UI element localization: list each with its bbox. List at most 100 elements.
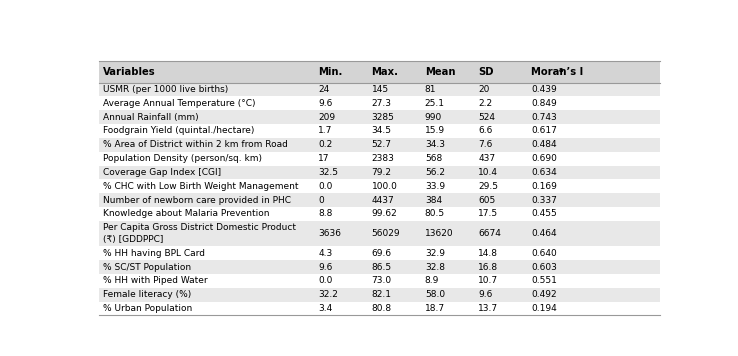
Text: % SC/ST Population: % SC/ST Population xyxy=(103,263,190,272)
Text: 17: 17 xyxy=(318,154,330,163)
Text: 2.2: 2.2 xyxy=(478,99,492,108)
Text: 8.9: 8.9 xyxy=(425,276,439,286)
Text: 24: 24 xyxy=(318,85,330,94)
Text: Foodgrain Yield (quintal./hectare): Foodgrain Yield (quintal./hectare) xyxy=(103,126,254,136)
Text: 0.0: 0.0 xyxy=(318,276,333,286)
Text: Coverage Gap Index [CGI]: Coverage Gap Index [CGI] xyxy=(103,168,221,177)
Text: Knowledge about Malaria Prevention: Knowledge about Malaria Prevention xyxy=(103,209,269,219)
Text: 69.6: 69.6 xyxy=(372,249,392,258)
Text: 34.5: 34.5 xyxy=(372,126,392,136)
Text: 32.2: 32.2 xyxy=(318,290,338,299)
Text: 4437: 4437 xyxy=(372,195,394,205)
Text: Variables: Variables xyxy=(103,67,155,77)
Text: 32.9: 32.9 xyxy=(425,249,445,258)
Text: 0.640: 0.640 xyxy=(531,249,557,258)
Text: 33.9: 33.9 xyxy=(425,182,445,191)
Bar xyxy=(99,207,660,221)
Text: 0.464: 0.464 xyxy=(531,229,557,238)
Text: 18.7: 18.7 xyxy=(425,304,445,313)
Text: 14.8: 14.8 xyxy=(478,249,498,258)
Bar xyxy=(99,193,660,207)
Text: 25.1: 25.1 xyxy=(425,99,445,108)
Text: 0.634: 0.634 xyxy=(531,168,557,177)
Text: 6.6: 6.6 xyxy=(478,126,492,136)
Text: Max.: Max. xyxy=(372,67,399,77)
Text: 0.169: 0.169 xyxy=(531,182,557,191)
Bar xyxy=(99,274,660,288)
Text: 10.7: 10.7 xyxy=(478,276,498,286)
Text: 524: 524 xyxy=(478,113,495,122)
Text: 568: 568 xyxy=(425,154,442,163)
Bar xyxy=(99,302,660,315)
Text: 7.6: 7.6 xyxy=(478,140,492,149)
Text: 20: 20 xyxy=(478,85,489,94)
Text: 52.7: 52.7 xyxy=(372,140,392,149)
Text: Per Capita Gross District Domestic Product: Per Capita Gross District Domestic Produ… xyxy=(103,223,295,232)
Text: 9.6: 9.6 xyxy=(318,263,333,272)
Text: 6674: 6674 xyxy=(478,229,501,238)
Text: 0.690: 0.690 xyxy=(531,154,557,163)
Bar xyxy=(99,288,660,302)
Text: 17.5: 17.5 xyxy=(478,209,498,219)
Text: Average Annual Temperature (°C): Average Annual Temperature (°C) xyxy=(103,99,255,108)
Text: 79.2: 79.2 xyxy=(372,168,392,177)
Text: 86.5: 86.5 xyxy=(372,263,392,272)
Bar xyxy=(99,96,660,110)
Text: Mean: Mean xyxy=(425,67,455,77)
Text: 0.337: 0.337 xyxy=(531,195,557,205)
Text: 437: 437 xyxy=(478,154,495,163)
Text: (₹) [GDDPPC]: (₹) [GDDPPC] xyxy=(103,235,163,245)
Bar xyxy=(99,246,660,260)
Text: 0.0: 0.0 xyxy=(318,182,333,191)
Text: 0.194: 0.194 xyxy=(531,304,557,313)
Text: % HH with Piped Water: % HH with Piped Water xyxy=(103,276,207,286)
Bar xyxy=(99,221,660,246)
Text: 0.849: 0.849 xyxy=(531,99,557,108)
Text: 73.0: 73.0 xyxy=(372,276,392,286)
Text: 384: 384 xyxy=(425,195,442,205)
Text: 0.603: 0.603 xyxy=(531,263,557,272)
Text: 990: 990 xyxy=(425,113,442,122)
Text: 0: 0 xyxy=(318,195,324,205)
Text: 100.0: 100.0 xyxy=(372,182,398,191)
Text: 34.3: 34.3 xyxy=(425,140,445,149)
Text: SD: SD xyxy=(478,67,494,77)
Text: 56029: 56029 xyxy=(372,229,400,238)
Text: 0.743: 0.743 xyxy=(531,113,557,122)
Text: 13.7: 13.7 xyxy=(478,304,498,313)
Text: Number of newborn care provided in PHC: Number of newborn care provided in PHC xyxy=(103,195,291,205)
Text: 0.2: 0.2 xyxy=(318,140,333,149)
Bar xyxy=(99,138,660,152)
Text: 0.439: 0.439 xyxy=(531,85,557,94)
Text: 58.0: 58.0 xyxy=(425,290,445,299)
Text: 0.617: 0.617 xyxy=(531,126,557,136)
Text: 10.4: 10.4 xyxy=(478,168,498,177)
Bar xyxy=(99,124,660,138)
Text: 8.8: 8.8 xyxy=(318,209,333,219)
Text: a: a xyxy=(559,67,563,73)
Text: % HH having BPL Card: % HH having BPL Card xyxy=(103,249,204,258)
Text: 4.3: 4.3 xyxy=(318,249,333,258)
Text: % Area of District within 2 km from Road: % Area of District within 2 km from Road xyxy=(103,140,287,149)
Text: 3636: 3636 xyxy=(318,229,342,238)
Text: 15.9: 15.9 xyxy=(425,126,445,136)
Text: % CHC with Low Birth Weight Management: % CHC with Low Birth Weight Management xyxy=(103,182,298,191)
Text: 16.8: 16.8 xyxy=(478,263,498,272)
Text: 209: 209 xyxy=(318,113,336,122)
Text: 0.492: 0.492 xyxy=(531,290,557,299)
Bar xyxy=(99,260,660,274)
Text: 82.1: 82.1 xyxy=(372,290,392,299)
Bar xyxy=(99,83,660,96)
Text: 27.3: 27.3 xyxy=(372,99,392,108)
Text: 56.2: 56.2 xyxy=(425,168,445,177)
Text: 99.62: 99.62 xyxy=(372,209,397,219)
Bar xyxy=(99,179,660,193)
Text: 81: 81 xyxy=(425,85,436,94)
Text: 9.6: 9.6 xyxy=(478,290,492,299)
Text: 3.4: 3.4 xyxy=(318,304,333,313)
Text: Min.: Min. xyxy=(318,67,342,77)
Text: 3285: 3285 xyxy=(372,113,395,122)
Text: 80.5: 80.5 xyxy=(425,209,445,219)
Text: 0.484: 0.484 xyxy=(531,140,557,149)
Text: Annual Rainfall (mm): Annual Rainfall (mm) xyxy=(103,113,199,122)
